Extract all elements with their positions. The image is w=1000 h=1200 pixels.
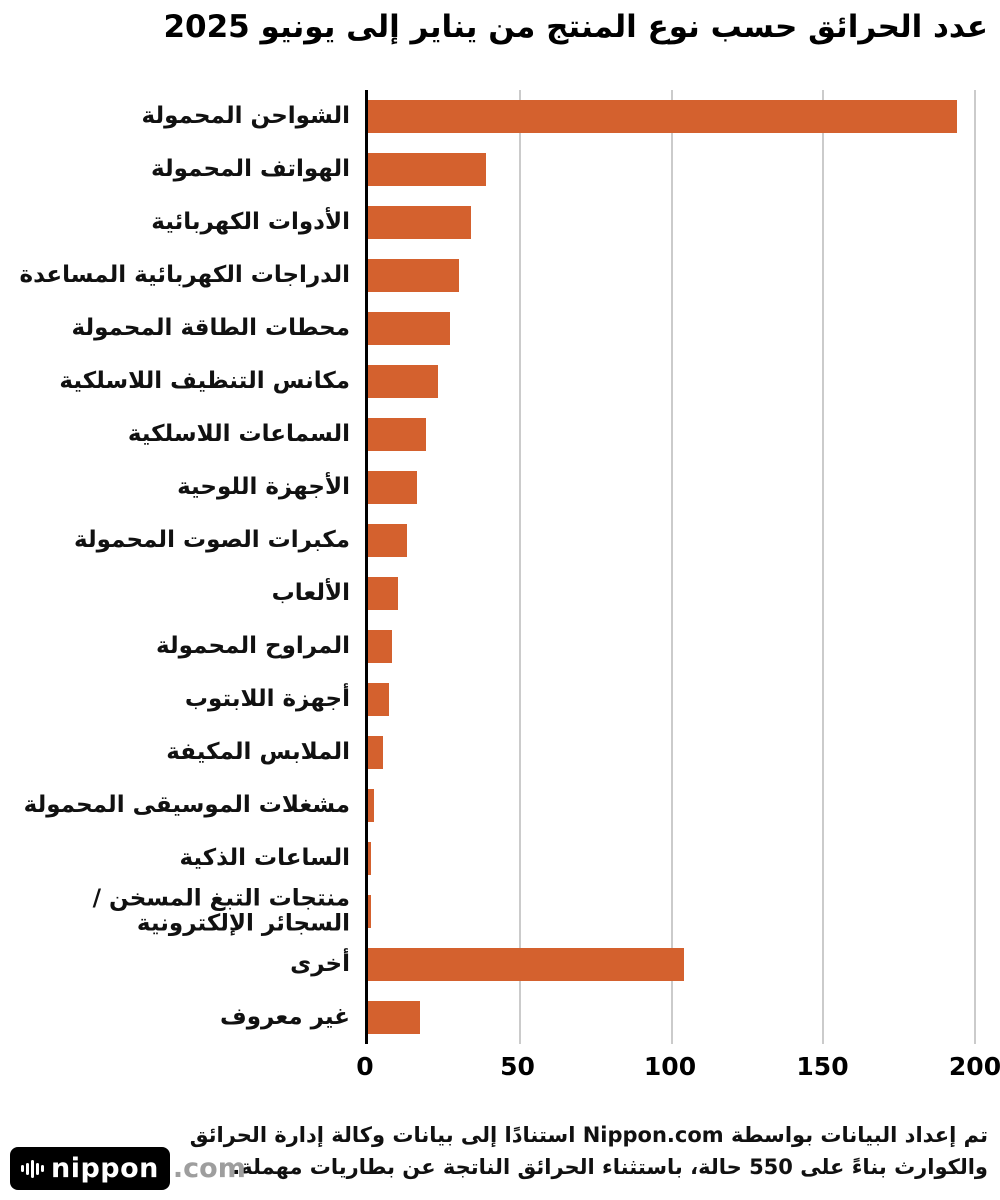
category-label: الملابس المكيفة bbox=[166, 738, 350, 765]
x-tick-label: 200 bbox=[948, 1052, 1000, 1081]
category-label: الساعات الذكية bbox=[179, 844, 350, 871]
bar bbox=[368, 630, 393, 663]
bar bbox=[368, 577, 399, 610]
bar bbox=[368, 365, 438, 398]
bar bbox=[368, 524, 408, 557]
footer-line-1: تم إعداد البيانات بواسطة Nippon.com استن… bbox=[189, 1122, 988, 1147]
category-label-row: مكبرات الصوت المحمولة bbox=[0, 514, 365, 567]
category-label-row: الأدوات الكهربائية bbox=[0, 196, 365, 249]
bar bbox=[368, 259, 460, 292]
plot-area bbox=[365, 90, 976, 1044]
chart-title: عدد الحرائق حسب نوع المنتج من يناير إلى … bbox=[163, 9, 988, 45]
category-label-row: الشواحن المحمولة bbox=[0, 90, 365, 143]
bar bbox=[368, 100, 957, 133]
bar bbox=[368, 948, 684, 981]
category-label-row: أخرى bbox=[0, 938, 365, 991]
logo-suffix-text: .com bbox=[172, 1153, 246, 1184]
bar-row bbox=[368, 196, 975, 249]
x-tick-label: 150 bbox=[796, 1052, 849, 1081]
category-label-row: محطات الطاقة المحمولة bbox=[0, 302, 365, 355]
bar bbox=[368, 842, 372, 875]
bar-row bbox=[368, 90, 975, 143]
bar-row bbox=[368, 567, 975, 620]
category-label: منتجات التبغ المسخن / السجائر الإلكتروني… bbox=[92, 884, 350, 937]
bar-row bbox=[368, 620, 975, 673]
bar-row bbox=[368, 408, 975, 461]
nippon-logo: nippon .com bbox=[10, 1147, 246, 1190]
bar-row bbox=[368, 461, 975, 514]
bar bbox=[368, 1001, 420, 1034]
x-tick-label: 100 bbox=[643, 1052, 697, 1081]
category-label: الألعاب bbox=[271, 579, 350, 606]
logo-brand-text: nippon bbox=[51, 1153, 159, 1184]
bar bbox=[368, 471, 417, 504]
category-label: أجهزة اللابتوب bbox=[184, 685, 350, 712]
category-label: المراوح المحمولة bbox=[156, 632, 350, 659]
gridline bbox=[974, 90, 976, 1044]
category-label: مشغلات الموسيقى المحمولة bbox=[23, 791, 350, 818]
x-tick-label: 50 bbox=[500, 1052, 535, 1081]
x-axis: 0 50 100 150 200 bbox=[356, 1044, 1000, 1086]
gridline bbox=[518, 90, 521, 1044]
category-label-row: الأجهزة اللوحية bbox=[0, 461, 365, 514]
bar-row bbox=[368, 885, 975, 938]
category-label: محطات الطاقة المحمولة bbox=[71, 314, 351, 341]
bar bbox=[368, 736, 384, 769]
category-labels-column: الشواحن المحمولة الهواتف المحمولة الأدوات … bbox=[0, 90, 365, 1044]
category-label-row: مكانس التنظيف اللاسلكية bbox=[0, 355, 365, 408]
category-label: مكانس التنظيف اللاسلكية bbox=[59, 367, 350, 394]
category-label-row: مشغلات الموسيقى المحمولة bbox=[0, 779, 365, 832]
bar-row bbox=[368, 938, 975, 991]
category-label-row: منتجات التبغ المسخن / السجائر الإلكتروني… bbox=[0, 885, 365, 938]
bar bbox=[368, 418, 426, 451]
bar bbox=[368, 153, 487, 186]
bar-row bbox=[368, 779, 975, 832]
bar-chart: الشواحن المحمولة الهواتف المحمولة الأدوات … bbox=[0, 90, 1000, 1086]
bar-row bbox=[368, 991, 975, 1044]
category-label: مكبرات الصوت المحمولة bbox=[74, 526, 350, 553]
category-label-row: أجهزة اللابتوب bbox=[0, 673, 365, 726]
category-label-row: الدراجات الكهربائية المساعدة bbox=[0, 249, 365, 302]
bar bbox=[368, 789, 375, 822]
x-tick-label: 0 bbox=[356, 1052, 374, 1081]
category-label-row: غير معروف bbox=[0, 991, 365, 1044]
category-label: الدراجات الكهربائية المساعدة bbox=[19, 261, 350, 288]
bar-row bbox=[368, 726, 975, 779]
nippon-logo-pill: nippon bbox=[10, 1147, 170, 1190]
category-label-row: السماعات اللاسلكية bbox=[0, 408, 365, 461]
category-label: غير معروف bbox=[220, 1003, 350, 1030]
bars-column bbox=[368, 90, 975, 1044]
category-label-row: الساعات الذكية bbox=[0, 832, 365, 885]
bar bbox=[368, 895, 372, 928]
gridline bbox=[822, 90, 825, 1044]
category-label: أخرى bbox=[290, 950, 350, 977]
bar-row bbox=[368, 302, 975, 355]
bar-row bbox=[368, 249, 975, 302]
bar-row bbox=[368, 355, 975, 408]
category-label: الأدوات الكهربائية bbox=[151, 208, 350, 235]
category-label: السماعات اللاسلكية bbox=[127, 420, 350, 447]
bar bbox=[368, 206, 472, 239]
bar bbox=[368, 683, 390, 716]
category-label-row: الهواتف المحمولة bbox=[0, 143, 365, 196]
bar-row bbox=[368, 143, 975, 196]
category-label-row: الملابس المكيفة bbox=[0, 726, 365, 779]
footer-note: تم إعداد البيانات بواسطة Nippon.com استن… bbox=[190, 1119, 988, 1184]
bar-row bbox=[368, 514, 975, 567]
category-label: الأجهزة اللوحية bbox=[177, 473, 350, 500]
footer-line-2: والكوارث بناءً على 550 حالة، باستثناء ال… bbox=[232, 1155, 988, 1180]
category-label: الهواتف المحمولة bbox=[151, 155, 350, 182]
bar-row bbox=[368, 832, 975, 885]
category-label: الشواحن المحمولة bbox=[141, 102, 350, 129]
category-label-row: المراوح المحمولة bbox=[0, 620, 365, 673]
bar bbox=[368, 312, 450, 345]
bar-row bbox=[368, 673, 975, 726]
sound-wave-icon bbox=[21, 1158, 44, 1180]
category-label-row: الألعاب bbox=[0, 567, 365, 620]
gridline bbox=[670, 90, 673, 1044]
